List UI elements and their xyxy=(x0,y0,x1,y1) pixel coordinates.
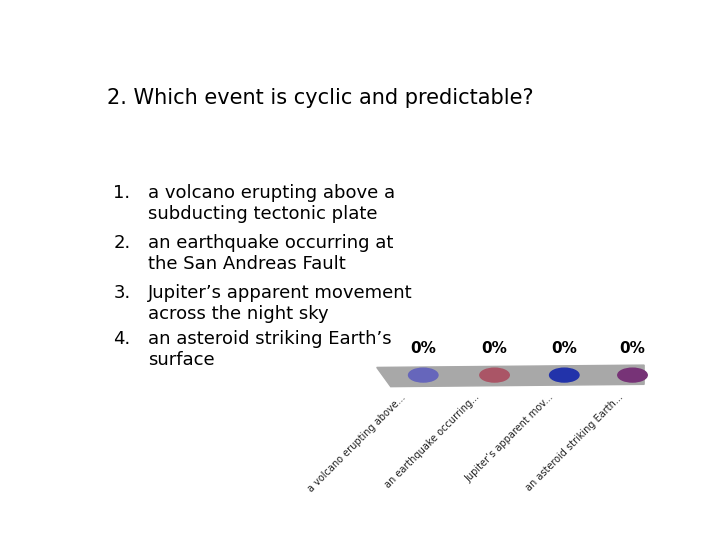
Text: 0%: 0% xyxy=(620,341,645,356)
Text: 2.: 2. xyxy=(113,234,130,252)
Text: an asteroid striking Earth...: an asteroid striking Earth... xyxy=(523,392,625,493)
Text: 1.: 1. xyxy=(113,184,130,202)
Text: 0%: 0% xyxy=(552,341,577,356)
Text: 0%: 0% xyxy=(482,341,508,356)
Text: an asteroid striking Earth’s
surface: an asteroid striking Earth’s surface xyxy=(148,330,392,369)
Ellipse shape xyxy=(480,368,509,382)
Text: Jupiter’s apparent movement
across the night sky: Jupiter’s apparent movement across the n… xyxy=(148,284,413,323)
Polygon shape xyxy=(377,365,644,387)
Text: 0%: 0% xyxy=(410,341,436,356)
Ellipse shape xyxy=(408,368,438,382)
Text: a volcano erupting above a
subducting tectonic plate: a volcano erupting above a subducting te… xyxy=(148,184,395,223)
Text: 2. Which event is cyclic and predictable?: 2. Which event is cyclic and predictable… xyxy=(107,88,534,108)
Text: a volcano erupting above...: a volcano erupting above... xyxy=(306,392,408,494)
Text: Jupiter’s apparent mov...: Jupiter’s apparent mov... xyxy=(463,392,555,484)
Text: 4.: 4. xyxy=(113,330,130,348)
Ellipse shape xyxy=(618,368,647,382)
Text: 3.: 3. xyxy=(113,284,130,302)
Text: an earthquake occurring...: an earthquake occurring... xyxy=(383,392,482,490)
Text: an earthquake occurring at
the San Andreas Fault: an earthquake occurring at the San Andre… xyxy=(148,234,394,273)
Ellipse shape xyxy=(549,368,579,382)
